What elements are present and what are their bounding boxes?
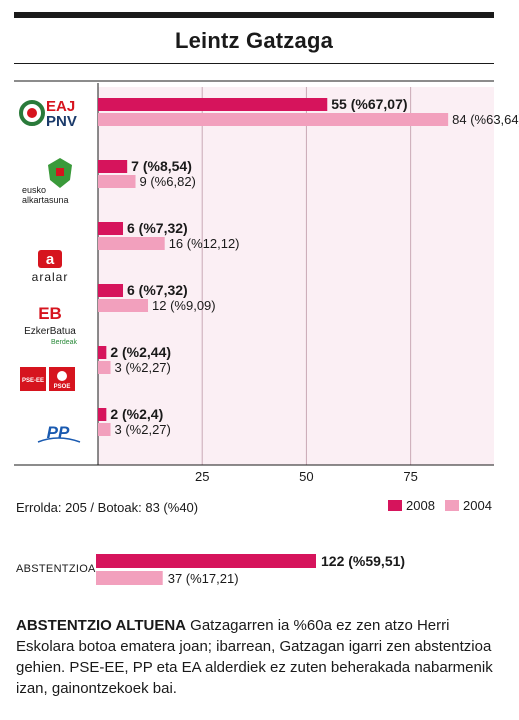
ezker-batua-logo: EB EzkerBatua Berdeak	[24, 304, 77, 346]
bar-2008-5	[98, 408, 107, 421]
abstention-chart: 122 (%59,51) 37 (%17,21)	[96, 553, 405, 586]
abstention-bar-0	[96, 554, 316, 568]
pp-logo: PP	[37, 423, 81, 443]
data-label-2004-3: 12 (%9,09)	[152, 298, 216, 313]
pnv-text: PNV	[46, 113, 77, 130]
legend-2004: 2004	[445, 498, 492, 513]
plot-area	[98, 87, 494, 465]
legend-2008: 2008	[388, 498, 435, 513]
eb-text: EzkerBatua	[24, 326, 76, 337]
bar-2008-4	[98, 346, 107, 359]
data-label-2004-0: 84 (%63,64)	[452, 112, 519, 127]
ea-text-1: eusko	[22, 185, 46, 195]
x-tick-label-25: 25	[195, 469, 209, 484]
pse-text: PSE-EE	[22, 378, 44, 384]
data-label-2008-0: 55 (%67,07)	[331, 96, 407, 112]
title-rule	[14, 63, 494, 64]
pp-swoosh	[37, 437, 81, 443]
legend-label-2004: 2004	[463, 498, 492, 513]
eaj-dot	[27, 108, 37, 118]
bar-2004-3	[98, 299, 149, 312]
abstention-label: ABSTENTZIOA	[16, 563, 96, 575]
pp-text: PP	[47, 423, 70, 442]
abstention-bar-1	[96, 571, 163, 585]
results-chart: 25 50 75 55 (%67,07) 84 (%63,64) 7 (%8,54)9 (…	[14, 80, 519, 484]
data-label-2004-1: 9 (%6,82)	[140, 174, 196, 189]
bar-2008-2	[98, 222, 124, 235]
psoe-text: PSOE	[54, 384, 71, 390]
pse-ee-logo: PSE-EE PSOE	[20, 367, 75, 391]
summary-lead: ABSTENTZIO ALTUENA	[16, 617, 186, 634]
eaj-text: EAJ	[46, 98, 75, 115]
aralar-logo: a aralar	[32, 250, 69, 284]
bar-2008-3	[98, 284, 124, 297]
census-note: Erroldа: 205 / Botoak: 83 (%40)	[16, 500, 199, 515]
summary-body: Gatzagarren ia %60a ez zen atzo Herri Es…	[16, 617, 493, 697]
page-title: Leintz Gatzaga	[174, 28, 334, 53]
data-label-2004-5: 3 (%2,27)	[115, 422, 171, 437]
aralar-text: aralar	[32, 270, 69, 284]
data-label-2008-1: 7 (%8,54)	[131, 158, 192, 174]
abstention-label-0: 122 (%59,51)	[321, 553, 405, 569]
legend-swatch-2004	[445, 500, 459, 511]
data-label-2004-4: 3 (%2,27)	[115, 360, 171, 375]
bar-2008-0	[98, 98, 328, 111]
data-label-2008-3: 6 (%7,32)	[127, 282, 188, 298]
eaj-ring	[19, 100, 45, 126]
data-label-2008-5: 2 (%2,4)	[110, 406, 163, 422]
bar-2004-0	[98, 113, 449, 126]
top-rule	[14, 12, 494, 18]
ea-accent	[56, 168, 64, 176]
ea-text-2: alkartasuna	[22, 195, 69, 205]
x-tick-label-50: 50	[299, 469, 313, 484]
aralar-shape	[38, 250, 62, 268]
summary-paragraph: ABSTENTZIO ALTUENA Gatzagarren ia %60a e…	[16, 615, 498, 699]
x-tick-label-75: 75	[403, 469, 417, 484]
eb-mark: EB	[38, 304, 62, 323]
bar-2004-1	[98, 175, 136, 188]
psoe-rose	[57, 371, 67, 381]
aralar-mark: a	[46, 251, 55, 268]
legend-swatch-2008	[388, 500, 402, 511]
bar-2004-5	[98, 423, 111, 436]
eb-berdeak: Berdeak	[51, 339, 78, 346]
bar-2004-2	[98, 237, 165, 250]
data-label-2008-4: 2 (%2,44)	[110, 344, 171, 360]
data-label-2004-2: 16 (%12,12)	[169, 236, 240, 251]
abstention-label-1: 37 (%17,21)	[168, 571, 239, 586]
legend-label-2008: 2008	[406, 498, 435, 513]
data-label-2008-2: 6 (%7,32)	[127, 220, 188, 236]
bar-2004-4	[98, 361, 111, 374]
bar-2008-1	[98, 160, 128, 173]
pse-box	[20, 367, 46, 391]
